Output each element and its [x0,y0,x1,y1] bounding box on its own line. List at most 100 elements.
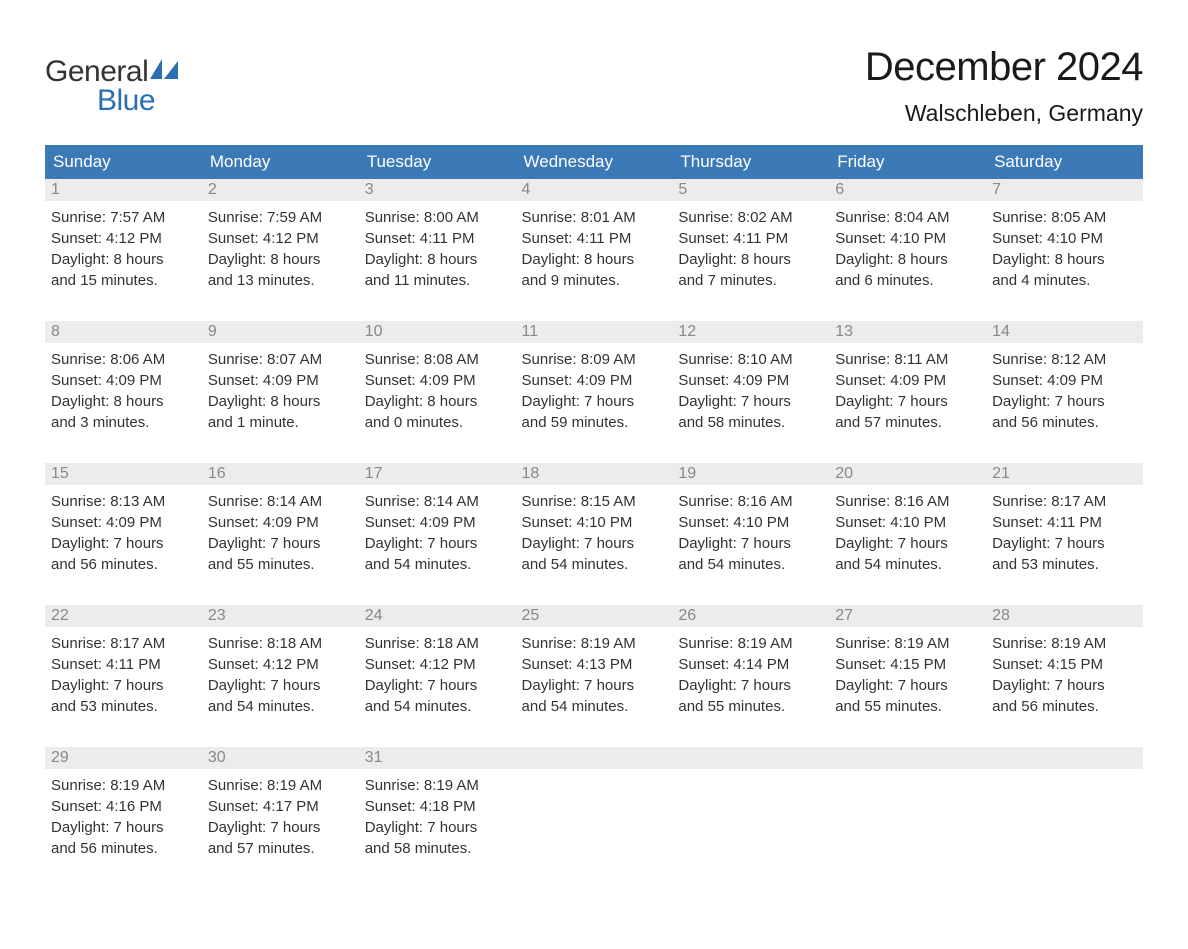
day-number: 17 [359,463,516,485]
day-sunrise: Sunrise: 7:59 AM [208,207,353,228]
day-daylight2: and 58 minutes. [678,412,823,433]
day-sunset: Sunset: 4:14 PM [678,654,823,675]
day-number: 5 [672,179,829,201]
day-daylight1: Daylight: 7 hours [992,675,1137,696]
day-sunrise: Sunrise: 8:02 AM [678,207,823,228]
day-sunset: Sunset: 4:10 PM [835,512,980,533]
day-number: 9 [202,321,359,343]
day-daylight1: Daylight: 7 hours [835,675,980,696]
day-body: Sunrise: 8:05 AMSunset: 4:10 PMDaylight:… [986,201,1143,321]
day-body: Sunrise: 8:16 AMSunset: 4:10 PMDaylight:… [672,485,829,605]
day-sunset: Sunset: 4:11 PM [522,228,667,249]
day-daylight2: and 13 minutes. [208,270,353,291]
day-daylight1: Daylight: 7 hours [522,533,667,554]
day-sunrise: Sunrise: 8:17 AM [992,491,1137,512]
day-number: 19 [672,463,829,485]
day-number: 20 [829,463,986,485]
day-daylight1: Daylight: 7 hours [678,391,823,412]
day-number-empty [516,747,673,769]
weekday-header: Sunday [45,145,202,179]
day-sunset: Sunset: 4:11 PM [365,228,510,249]
weekday-header: Monday [202,145,359,179]
day-number: 31 [359,747,516,769]
day-number: 15 [45,463,202,485]
day-sunset: Sunset: 4:11 PM [678,228,823,249]
day-sunrise: Sunrise: 8:07 AM [208,349,353,370]
day-number: 24 [359,605,516,627]
day-daylight2: and 9 minutes. [522,270,667,291]
day-sunrise: Sunrise: 8:17 AM [51,633,196,654]
calendar-day-cell: 4Sunrise: 8:01 AMSunset: 4:11 PMDaylight… [516,179,673,321]
day-body: Sunrise: 8:01 AMSunset: 4:11 PMDaylight:… [516,201,673,321]
calendar-day-cell: 8Sunrise: 8:06 AMSunset: 4:09 PMDaylight… [45,321,202,463]
day-number-empty [986,747,1143,769]
day-number-empty [829,747,986,769]
day-body: Sunrise: 7:59 AMSunset: 4:12 PMDaylight:… [202,201,359,321]
day-sunset: Sunset: 4:10 PM [522,512,667,533]
day-sunrise: Sunrise: 8:18 AM [208,633,353,654]
day-daylight2: and 6 minutes. [835,270,980,291]
weekday-header: Saturday [986,145,1143,179]
day-daylight1: Daylight: 7 hours [208,817,353,838]
day-sunrise: Sunrise: 8:11 AM [835,349,980,370]
day-daylight1: Daylight: 7 hours [51,533,196,554]
day-sunrise: Sunrise: 8:13 AM [51,491,196,512]
day-body: Sunrise: 8:16 AMSunset: 4:10 PMDaylight:… [829,485,986,605]
day-daylight1: Daylight: 7 hours [51,675,196,696]
day-sunset: Sunset: 4:09 PM [678,370,823,391]
day-daylight2: and 56 minutes. [51,554,196,575]
calendar-day-cell: 12Sunrise: 8:10 AMSunset: 4:09 PMDayligh… [672,321,829,463]
day-daylight2: and 4 minutes. [992,270,1137,291]
day-daylight2: and 54 minutes. [365,696,510,717]
day-body: Sunrise: 8:19 AMSunset: 4:13 PMDaylight:… [516,627,673,747]
day-sunrise: Sunrise: 8:09 AM [522,349,667,370]
day-body: Sunrise: 8:17 AMSunset: 4:11 PMDaylight:… [986,485,1143,605]
day-number: 1 [45,179,202,201]
day-number: 25 [516,605,673,627]
day-daylight1: Daylight: 8 hours [522,249,667,270]
day-sunrise: Sunrise: 8:16 AM [835,491,980,512]
day-sunset: Sunset: 4:09 PM [522,370,667,391]
calendar-day-cell: 30Sunrise: 8:19 AMSunset: 4:17 PMDayligh… [202,747,359,889]
day-sunrise: Sunrise: 8:12 AM [992,349,1137,370]
day-number: 27 [829,605,986,627]
day-body: Sunrise: 8:08 AMSunset: 4:09 PMDaylight:… [359,343,516,463]
day-sunrise: Sunrise: 8:19 AM [365,775,510,796]
day-body-empty [672,769,829,805]
day-sunset: Sunset: 4:09 PM [208,512,353,533]
day-daylight1: Daylight: 8 hours [992,249,1137,270]
day-sunset: Sunset: 4:09 PM [51,512,196,533]
day-body: Sunrise: 7:57 AMSunset: 4:12 PMDaylight:… [45,201,202,321]
day-daylight1: Daylight: 8 hours [51,391,196,412]
day-daylight2: and 54 minutes. [678,554,823,575]
day-number: 16 [202,463,359,485]
day-number: 12 [672,321,829,343]
day-number: 10 [359,321,516,343]
calendar-table: SundayMondayTuesdayWednesdayThursdayFrid… [45,145,1143,889]
day-daylight2: and 53 minutes. [992,554,1137,575]
day-body: Sunrise: 8:11 AMSunset: 4:09 PMDaylight:… [829,343,986,463]
title-block: December 2024 Walschleben, Germany [865,45,1143,127]
day-body: Sunrise: 8:19 AMSunset: 4:17 PMDaylight:… [202,769,359,889]
day-body: Sunrise: 8:17 AMSunset: 4:11 PMDaylight:… [45,627,202,747]
day-daylight2: and 1 minute. [208,412,353,433]
day-daylight2: and 56 minutes. [992,412,1137,433]
day-daylight1: Daylight: 8 hours [678,249,823,270]
day-number: 18 [516,463,673,485]
day-number: 30 [202,747,359,769]
day-daylight2: and 11 minutes. [365,270,510,291]
day-daylight1: Daylight: 7 hours [365,675,510,696]
calendar-day-cell: 24Sunrise: 8:18 AMSunset: 4:12 PMDayligh… [359,605,516,747]
day-body: Sunrise: 8:12 AMSunset: 4:09 PMDaylight:… [986,343,1143,463]
day-sunset: Sunset: 4:09 PM [992,370,1137,391]
day-number: 4 [516,179,673,201]
calendar-week-row: 29Sunrise: 8:19 AMSunset: 4:16 PMDayligh… [45,747,1143,889]
day-sunrise: Sunrise: 8:18 AM [365,633,510,654]
day-daylight2: and 0 minutes. [365,412,510,433]
day-daylight1: Daylight: 7 hours [208,533,353,554]
day-sunset: Sunset: 4:15 PM [992,654,1137,675]
day-daylight1: Daylight: 7 hours [365,817,510,838]
calendar-week-row: 15Sunrise: 8:13 AMSunset: 4:09 PMDayligh… [45,463,1143,605]
day-number: 11 [516,321,673,343]
day-body: Sunrise: 8:18 AMSunset: 4:12 PMDaylight:… [359,627,516,747]
